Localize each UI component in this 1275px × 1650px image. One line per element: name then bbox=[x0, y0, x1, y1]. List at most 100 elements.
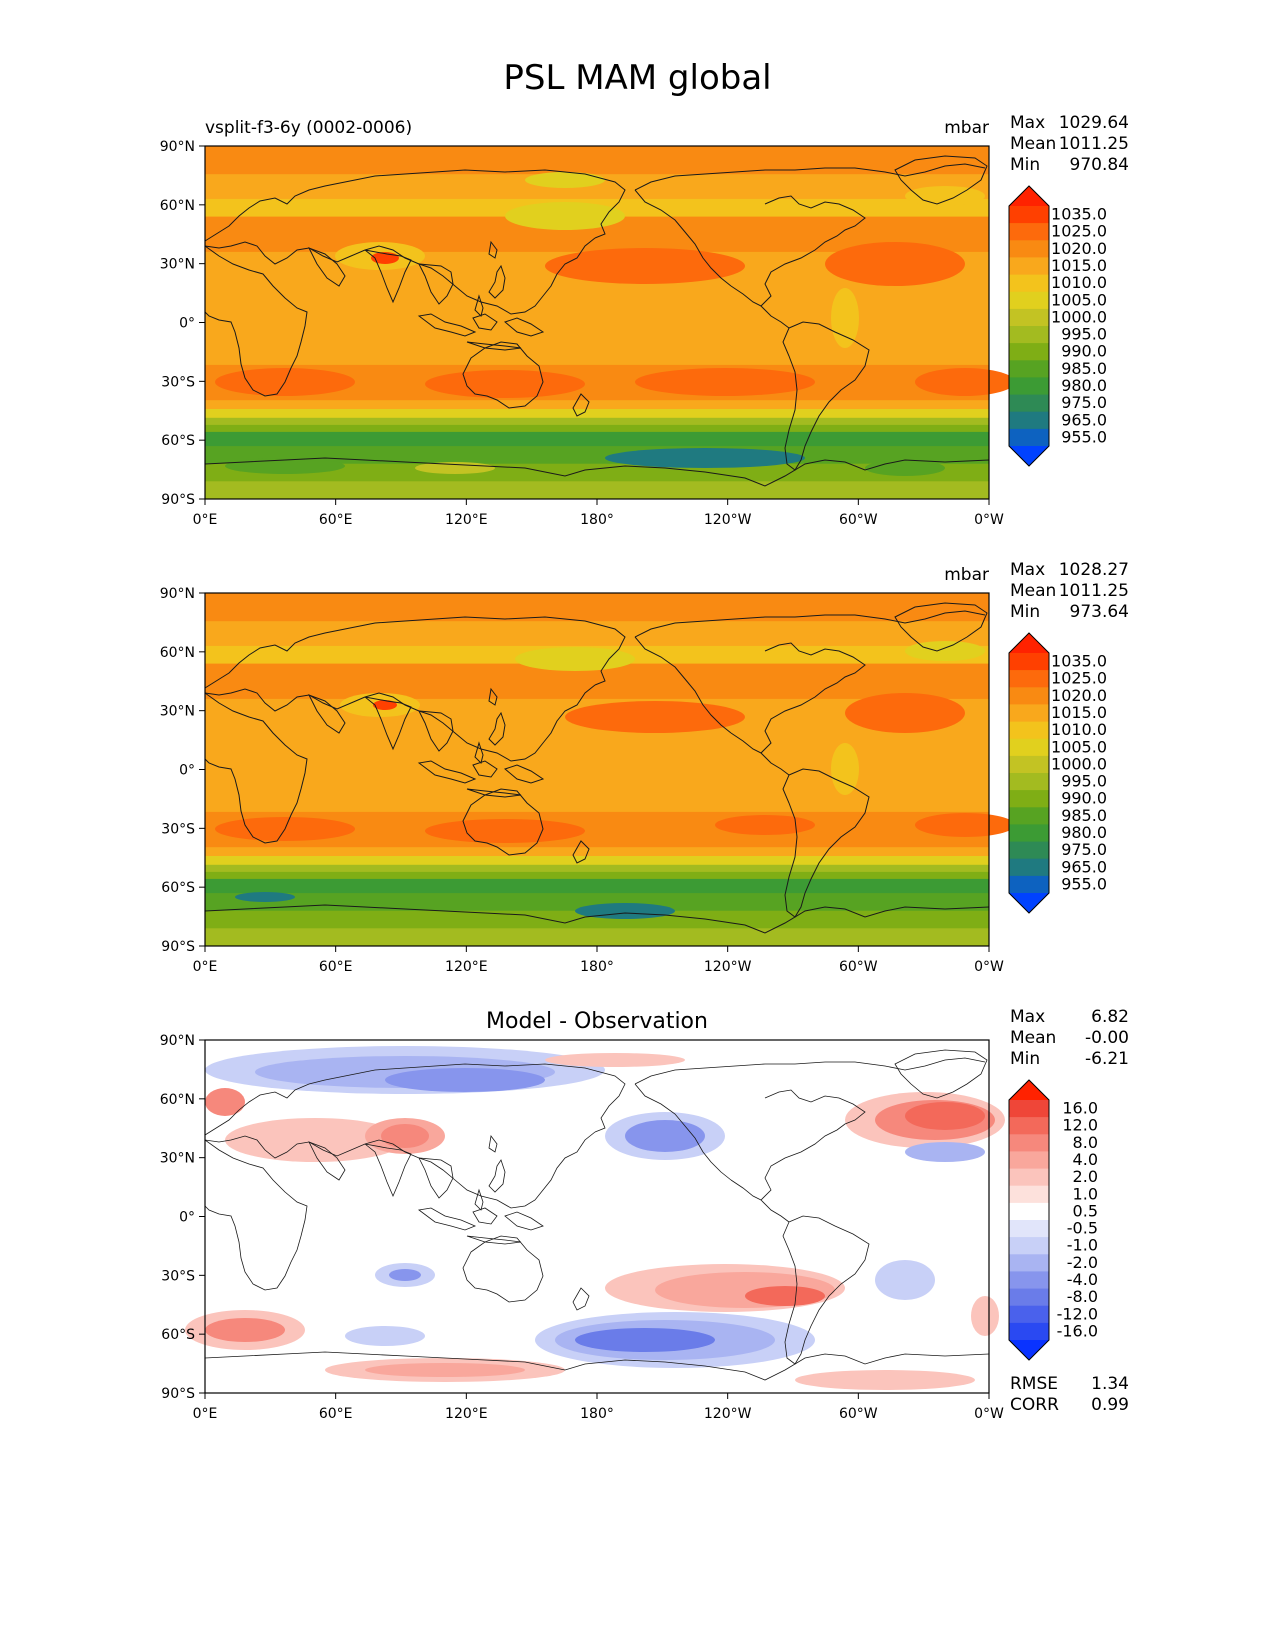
x-tick-label: 60°E bbox=[319, 959, 353, 975]
colorbar-extend-max bbox=[1009, 1080, 1049, 1100]
colorbar-segment bbox=[1009, 223, 1049, 241]
colorbar-label: 12.0 bbox=[1062, 1116, 1098, 1135]
figure-title: PSL MAM global bbox=[503, 58, 772, 98]
x-tick-label: 180° bbox=[580, 959, 614, 975]
colorbar-segment bbox=[1009, 875, 1049, 894]
colorbar-label: 965.0 bbox=[1061, 410, 1107, 429]
y-tick-label: 30°N bbox=[160, 704, 195, 720]
colorbar-segment bbox=[1009, 1117, 1049, 1135]
colorbar-extend-min bbox=[1009, 1340, 1049, 1360]
map-area bbox=[204, 592, 1015, 947]
stat-value: 1011.25 bbox=[1059, 581, 1129, 601]
colorbar-segment bbox=[1009, 206, 1049, 224]
colorbar-label: 0.5 bbox=[1073, 1201, 1098, 1220]
stat-label: Max bbox=[1010, 560, 1045, 580]
stat-label: Mean bbox=[1010, 134, 1056, 154]
colorbar-segment bbox=[1009, 653, 1049, 671]
x-tick-label: 60°W bbox=[839, 512, 878, 528]
stat-value: 973.64 bbox=[1070, 602, 1129, 622]
y-tick-label: 60°S bbox=[161, 433, 195, 449]
x-tick-label: 120°E bbox=[445, 1406, 488, 1422]
x-tick-label: 120°W bbox=[704, 1406, 752, 1422]
y-tick-label: 90°N bbox=[160, 586, 195, 602]
x-tick-label: 180° bbox=[580, 512, 614, 528]
footer-stat-label: CORR bbox=[1010, 1395, 1059, 1415]
y-tick-label: 90°S bbox=[161, 1386, 195, 1402]
panel-left-title: vsplit-f3-6y (0002-0006) bbox=[205, 118, 412, 138]
colorbar-label: 980.0 bbox=[1061, 823, 1107, 842]
panel-observation bbox=[204, 592, 1015, 947]
stat-value: 1028.27 bbox=[1059, 560, 1129, 580]
stat-label: Min bbox=[1010, 155, 1040, 175]
stat-value: 970.84 bbox=[1070, 155, 1129, 175]
x-tick-label: 0°W bbox=[974, 512, 1004, 528]
panel-model bbox=[204, 145, 1015, 500]
colorbar-label: 975.0 bbox=[1061, 393, 1107, 412]
colorbar-label: -8.0 bbox=[1067, 1287, 1098, 1306]
colorbar-segment bbox=[1009, 824, 1049, 842]
colorbar-label: 8.0 bbox=[1073, 1133, 1098, 1152]
colorbar-segment bbox=[1009, 428, 1049, 447]
footer-stat-value: 1.34 bbox=[1091, 1374, 1129, 1394]
colorbar-label: -2.0 bbox=[1067, 1253, 1098, 1272]
colorbar-segment bbox=[1009, 670, 1049, 688]
units-label: mbar bbox=[944, 565, 989, 585]
x-tick-label: 0°E bbox=[193, 1406, 218, 1422]
colorbar-segment bbox=[1009, 704, 1049, 722]
colorbar-label: -12.0 bbox=[1057, 1304, 1098, 1323]
colorbar-label: 1000.0 bbox=[1051, 754, 1107, 773]
y-tick-label: 30°N bbox=[160, 1151, 195, 1167]
y-tick-label: 90°N bbox=[160, 1033, 195, 1049]
colorbar-extend-max bbox=[1009, 633, 1049, 653]
colorbar-segment bbox=[1009, 1185, 1049, 1204]
stat-label: Min bbox=[1010, 602, 1040, 622]
colorbar-segment bbox=[1009, 411, 1049, 430]
y-tick-label: 90°S bbox=[161, 492, 195, 508]
colorbar-segment bbox=[1009, 1134, 1049, 1152]
x-tick-label: 60°W bbox=[839, 959, 878, 975]
stat-value: 6.82 bbox=[1091, 1007, 1129, 1027]
colorbar-segment bbox=[1009, 240, 1049, 258]
x-tick-label: 0°E bbox=[193, 512, 218, 528]
colorbar-segment bbox=[1009, 291, 1049, 310]
colorbar-segment bbox=[1009, 1100, 1049, 1118]
colorbar-segment bbox=[1009, 687, 1049, 705]
colorbar-extend-min bbox=[1009, 446, 1049, 466]
colorbar-segment bbox=[1009, 326, 1049, 344]
stat-label: Mean bbox=[1010, 581, 1056, 601]
x-tick-label: 60°W bbox=[839, 1406, 878, 1422]
colorbar-segment bbox=[1009, 807, 1049, 825]
stat-label: Max bbox=[1010, 113, 1045, 133]
colorbar-outline bbox=[1008, 632, 1050, 914]
colorbar-label: -1.0 bbox=[1067, 1236, 1098, 1255]
colorbar-label: 985.0 bbox=[1061, 359, 1107, 378]
colorbar-segment bbox=[1009, 257, 1049, 275]
y-tick-label: 60°N bbox=[160, 1092, 195, 1108]
colorbar: 1035.01025.01020.01015.01010.01005.01000… bbox=[1008, 185, 1107, 467]
colorbar-label: 1025.0 bbox=[1051, 222, 1107, 241]
colorbar-segment bbox=[1009, 1237, 1049, 1255]
x-tick-label: 180° bbox=[580, 1406, 614, 1422]
colorbar-label: 1000.0 bbox=[1051, 307, 1107, 326]
colorbar-segment bbox=[1009, 1220, 1049, 1238]
colorbar-label: 995.0 bbox=[1061, 772, 1107, 791]
colorbar: 1035.01025.01020.01015.01010.01005.01000… bbox=[1008, 632, 1107, 914]
y-tick-label: 0° bbox=[179, 1210, 195, 1226]
axes-observation: 0°E 60°E 120°E 180° 120°W 60°W 0°W 90°N 60°N 30°N… bbox=[160, 560, 1129, 975]
stat-value: 1029.64 bbox=[1059, 113, 1129, 133]
colorbar-label: 1010.0 bbox=[1051, 720, 1107, 739]
colorbar-label: -4.0 bbox=[1067, 1270, 1098, 1289]
y-tick-label: 0° bbox=[179, 763, 195, 779]
colorbar-segment bbox=[1009, 1271, 1049, 1289]
y-tick-label: 90°N bbox=[160, 139, 195, 155]
units-label: mbar bbox=[944, 118, 989, 138]
x-tick-label: 60°E bbox=[319, 1406, 353, 1422]
colorbar-label: 955.0 bbox=[1061, 427, 1107, 446]
colorbar-segment bbox=[1009, 755, 1049, 774]
colorbar-label: 1.0 bbox=[1073, 1184, 1098, 1203]
y-tick-label: 30°S bbox=[161, 1268, 195, 1284]
colorbar-segment bbox=[1009, 721, 1049, 740]
map-area bbox=[185, 1039, 1005, 1394]
y-tick-label: 60°N bbox=[160, 645, 195, 661]
y-tick-label: 30°S bbox=[161, 374, 195, 390]
